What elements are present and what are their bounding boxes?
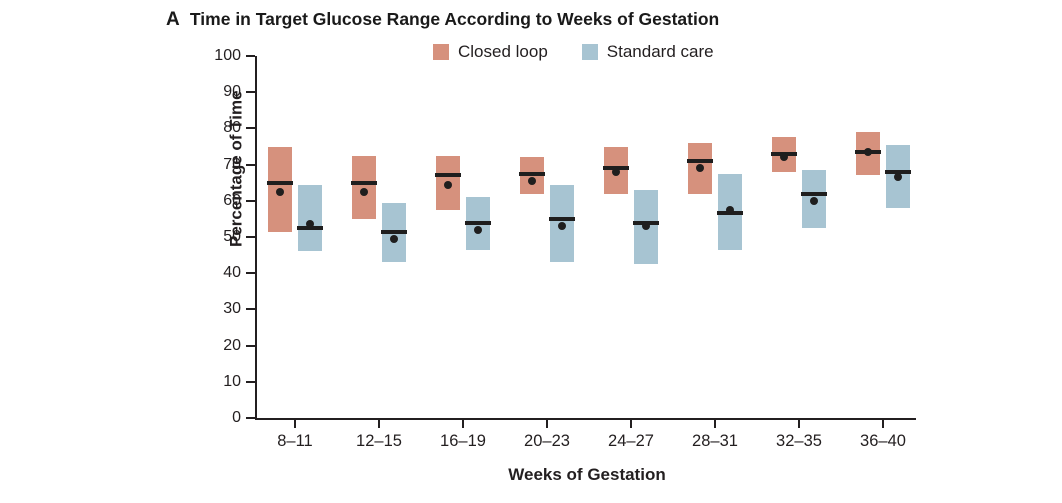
y-tick bbox=[246, 344, 255, 347]
y-tick-label: 90 bbox=[223, 83, 241, 101]
x-tick bbox=[882, 420, 884, 428]
x-tick-label: 32–35 bbox=[776, 432, 822, 450]
mean-dot-standard-care-36–40 bbox=[894, 173, 902, 182]
box-closed-loop-12–15 bbox=[352, 155, 376, 219]
median-line-closed-loop-8–11 bbox=[267, 180, 293, 185]
legend-label-standard-care: Standard care bbox=[606, 42, 714, 61]
x-axis-line bbox=[255, 418, 916, 420]
y-tick-label: 20 bbox=[223, 336, 241, 354]
mean-dot-closed-loop-8–11 bbox=[276, 187, 284, 196]
y-tick bbox=[246, 380, 255, 383]
legend-item-standard-care: Standard care bbox=[581, 42, 714, 62]
figure-header: A Time in Target Glucose Range According … bbox=[166, 9, 719, 31]
y-tick-label: 60 bbox=[223, 191, 241, 209]
median-line-standard-care-32–35 bbox=[801, 191, 827, 196]
y-tick bbox=[246, 127, 255, 130]
median-line-closed-loop-12–15 bbox=[351, 180, 377, 185]
figure-title: Time in Target Glucose Range According t… bbox=[189, 9, 720, 29]
legend-item-closed-loop: Closed loop bbox=[433, 42, 548, 62]
y-tick bbox=[246, 272, 255, 275]
median-line-standard-care-16–19 bbox=[465, 220, 491, 225]
x-tick-label: 12–15 bbox=[356, 432, 402, 450]
x-tick bbox=[294, 420, 296, 428]
y-tick bbox=[246, 199, 255, 202]
y-tick bbox=[246, 417, 255, 419]
median-line-standard-care-12–15 bbox=[381, 229, 407, 234]
mean-dot-standard-care-8–11 bbox=[306, 220, 314, 229]
x-tick bbox=[714, 420, 716, 428]
x-tick bbox=[798, 420, 800, 428]
x-tick-label: 36–40 bbox=[860, 432, 906, 450]
mean-dot-standard-care-20–23 bbox=[558, 222, 566, 231]
mean-dot-closed-loop-20–23 bbox=[528, 176, 536, 185]
y-tick bbox=[246, 91, 255, 94]
mean-dot-closed-loop-24–27 bbox=[612, 167, 620, 176]
y-axis-line bbox=[255, 56, 257, 420]
y-tick-label: 70 bbox=[223, 155, 241, 173]
mean-dot-closed-loop-16–19 bbox=[444, 180, 452, 189]
y-tick-label: 40 bbox=[223, 264, 241, 282]
x-tick-label: 20–23 bbox=[524, 432, 570, 450]
legend-label-closed-loop: Closed loop bbox=[458, 42, 548, 61]
median-line-standard-care-20–23 bbox=[549, 216, 575, 221]
y-tick-label: 100 bbox=[214, 47, 241, 64]
standard-care-swatch-icon bbox=[581, 44, 598, 60]
x-tick bbox=[462, 420, 464, 428]
median-line-closed-loop-28–31 bbox=[687, 158, 713, 163]
closed-loop-swatch-icon bbox=[433, 44, 449, 60]
median-line-closed-loop-20–23 bbox=[519, 171, 545, 176]
y-tick-label: 50 bbox=[223, 228, 241, 245]
y-tick-label: 0 bbox=[232, 409, 241, 426]
x-tick bbox=[378, 420, 380, 428]
x-tick bbox=[546, 420, 548, 428]
mean-dot-standard-care-28–31 bbox=[726, 205, 734, 214]
legend: Closed loop Standard care bbox=[433, 42, 714, 62]
y-tick-label: 30 bbox=[223, 300, 241, 318]
median-line-standard-care-36–40 bbox=[885, 169, 911, 174]
x-tick-label: 28–31 bbox=[692, 432, 738, 450]
panel-label: A bbox=[166, 9, 180, 30]
x-tick bbox=[630, 420, 632, 428]
mean-dot-standard-care-16–19 bbox=[474, 225, 482, 234]
mean-dot-closed-loop-36–40 bbox=[864, 147, 872, 156]
y-tick-label: 80 bbox=[223, 119, 241, 137]
mean-dot-closed-loop-28–31 bbox=[696, 164, 704, 173]
box-standard-care-8–11 bbox=[298, 184, 322, 252]
y-tick bbox=[246, 163, 255, 166]
x-tick-label: 8–11 bbox=[277, 432, 313, 450]
y-tick bbox=[246, 55, 255, 57]
mean-dot-closed-loop-12–15 bbox=[360, 187, 368, 196]
x-tick-label: 24–27 bbox=[608, 432, 654, 450]
y-tick-label: 10 bbox=[223, 372, 241, 390]
mean-dot-standard-care-24–27 bbox=[642, 222, 650, 231]
y-tick bbox=[246, 236, 255, 238]
x-axis-title: Weeks of Gestation bbox=[508, 465, 666, 484]
mean-dot-standard-care-32–35 bbox=[810, 196, 818, 205]
median-line-closed-loop-16–19 bbox=[435, 173, 461, 178]
x-tick-label: 16–19 bbox=[440, 432, 486, 450]
y-tick bbox=[246, 308, 255, 311]
mean-dot-standard-care-12–15 bbox=[390, 234, 398, 243]
mean-dot-closed-loop-32–35 bbox=[780, 153, 788, 162]
